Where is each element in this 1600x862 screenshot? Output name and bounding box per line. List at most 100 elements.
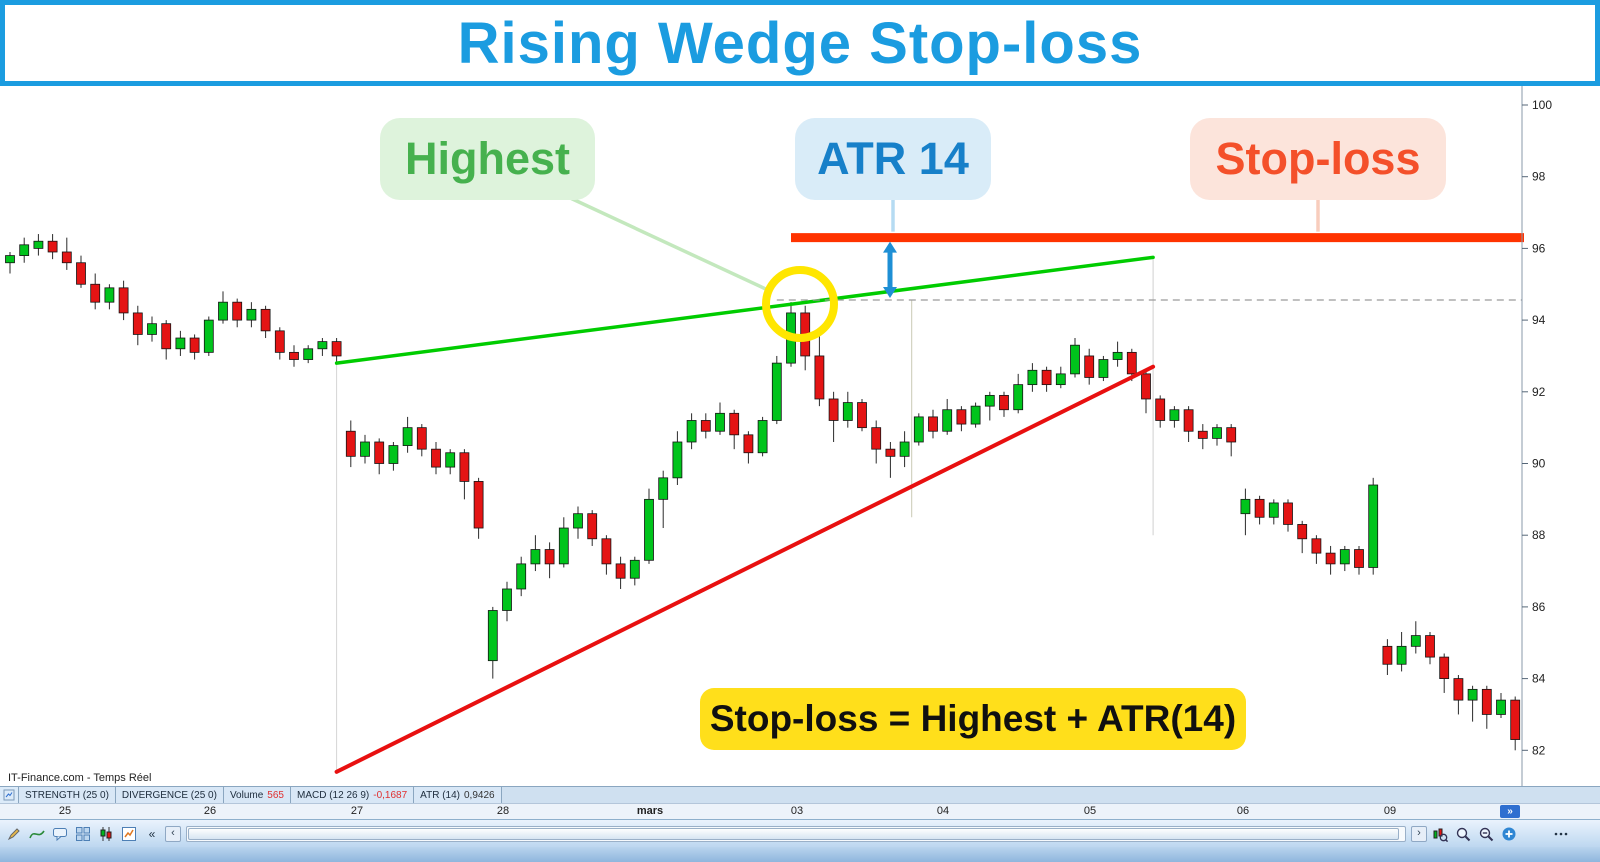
highest-label: Highest	[380, 118, 595, 200]
x-axis-more-button[interactable]: »	[1500, 805, 1520, 818]
candle-body	[956, 409, 967, 425]
candle-body	[715, 412, 725, 432]
candle-body	[1055, 373, 1066, 386]
candle-body	[1382, 645, 1393, 665]
candle-body	[530, 549, 541, 565]
candle-body	[1197, 430, 1208, 439]
candle-body	[1425, 635, 1435, 658]
candle-body	[899, 441, 910, 457]
stoploss-label: Stop-loss	[1190, 118, 1446, 200]
x-axis-label-04: 04	[936, 805, 950, 817]
svg-text:«: «	[149, 827, 156, 841]
highest-callout-line	[565, 194, 771, 293]
more-icon[interactable]	[1551, 824, 1571, 844]
page-title: Rising Wedge Stop-loss	[457, 10, 1143, 76]
candle-body	[1510, 699, 1521, 740]
scrollbar-thumb[interactable]	[188, 827, 1399, 840]
comment-icon[interactable]	[50, 824, 70, 844]
atr-arrowhead-down	[883, 287, 897, 299]
candle-body	[942, 409, 953, 432]
candle-body	[33, 240, 44, 249]
title-banner: Rising Wedge Stop-loss	[0, 0, 1600, 86]
y-axis-tick-label: 82	[1532, 743, 1546, 757]
candle-body	[189, 337, 200, 353]
candle-body	[90, 283, 101, 303]
window-edge	[0, 847, 1600, 862]
candle-body	[374, 441, 385, 464]
x-axis-strip[interactable]: 25 26 27 28 mars 03 04 05 06 09 »	[0, 803, 1600, 819]
indicator-tab-volume[interactable]: Volume 565	[223, 787, 291, 803]
formula-box: Stop-loss = Highest + ATR(14)	[700, 688, 1246, 750]
candle-body	[317, 341, 328, 350]
candle-body	[615, 563, 626, 579]
candle-body	[402, 427, 413, 446]
candlestick-icon[interactable]	[96, 824, 116, 844]
candle-body	[1169, 409, 1180, 421]
indicator-tab-strength[interactable]: STRENGTH (25 0)	[19, 787, 116, 803]
scroll-right-button[interactable]: ›	[1411, 825, 1427, 842]
y-axis-tick-label: 88	[1532, 528, 1546, 542]
zoom-in-icon[interactable]	[1499, 824, 1519, 844]
candle-body	[388, 445, 399, 464]
candle-body	[1467, 688, 1478, 701]
candle-zoom-icon[interactable]	[1430, 824, 1450, 844]
indicator-label: STRENGTH (25 0)	[25, 789, 109, 801]
candle-body	[132, 312, 143, 335]
candle-body	[19, 244, 30, 256]
indicator-tab-divergence[interactable]: DIVERGENCE (25 0)	[115, 787, 224, 803]
candle-body	[629, 559, 640, 579]
candle-body	[331, 341, 342, 357]
zoom-out-icon[interactable]	[1476, 824, 1496, 844]
indicator-pin-icon[interactable]	[0, 787, 19, 803]
candle-body	[558, 527, 569, 565]
y-axis-tick-label: 90	[1532, 457, 1546, 471]
x-axis-label-03: 03	[790, 805, 804, 817]
x-axis-label-26: 26	[203, 805, 217, 817]
candle-body	[303, 348, 314, 360]
candle-body	[814, 355, 825, 400]
candle-body	[47, 240, 58, 253]
candle-body	[1481, 688, 1492, 715]
candle-body	[700, 420, 711, 432]
candle-body	[516, 563, 527, 590]
candle-body	[1070, 344, 1080, 375]
x-axis-label-27: 27	[350, 805, 364, 817]
indicator-tab-macd[interactable]: MACD (12 26 9) -0,1687	[290, 787, 415, 803]
pencil-icon[interactable]	[4, 824, 24, 844]
candle-body	[1212, 427, 1222, 439]
candle-body	[1410, 635, 1421, 647]
atr-label: ATR 14	[795, 118, 991, 200]
candle-body	[828, 398, 839, 421]
indicator-tab-atr[interactable]: ATR (14) 0,9426	[414, 787, 502, 803]
candle-body	[118, 287, 129, 314]
wedge-upper-trendline[interactable]	[334, 255, 1155, 365]
chart-scrollbar[interactable]	[186, 825, 1406, 842]
candle-body	[771, 362, 782, 421]
candle-body	[544, 549, 555, 565]
new-chart-icon[interactable]	[119, 824, 139, 844]
candle-body	[1240, 498, 1251, 515]
candle-body	[644, 498, 654, 561]
candle-body	[601, 538, 612, 565]
candle-body	[672, 441, 683, 479]
atr-arrowhead-up	[883, 241, 897, 253]
candle-body	[1027, 369, 1038, 386]
candle-body	[502, 588, 512, 611]
grid-chart-icon[interactable]	[73, 824, 93, 844]
candle-body	[1439, 656, 1450, 680]
curve-icon[interactable]	[27, 824, 47, 844]
collapse-icon[interactable]: «	[142, 824, 162, 844]
candle-body	[1141, 373, 1151, 400]
candle-body	[1283, 502, 1293, 525]
candlestick-chart[interactable]: 100 98 96 94 92 90 88 86 84 82	[0, 86, 1600, 786]
candle-body	[260, 308, 271, 332]
y-axis-tick-label: 98	[1532, 170, 1546, 184]
candle-body	[1368, 484, 1379, 568]
y-axis-tick-label: 96	[1532, 241, 1546, 255]
scroll-left-button[interactable]: ‹	[165, 825, 181, 842]
wedge-lower-trendline[interactable]	[334, 364, 1156, 774]
zoom-reset-icon[interactable]	[1453, 824, 1473, 844]
y-axis-tick-label: 100	[1532, 98, 1552, 112]
x-axis-label-25: 25	[58, 805, 72, 817]
x-axis-label-05: 05	[1083, 805, 1097, 817]
